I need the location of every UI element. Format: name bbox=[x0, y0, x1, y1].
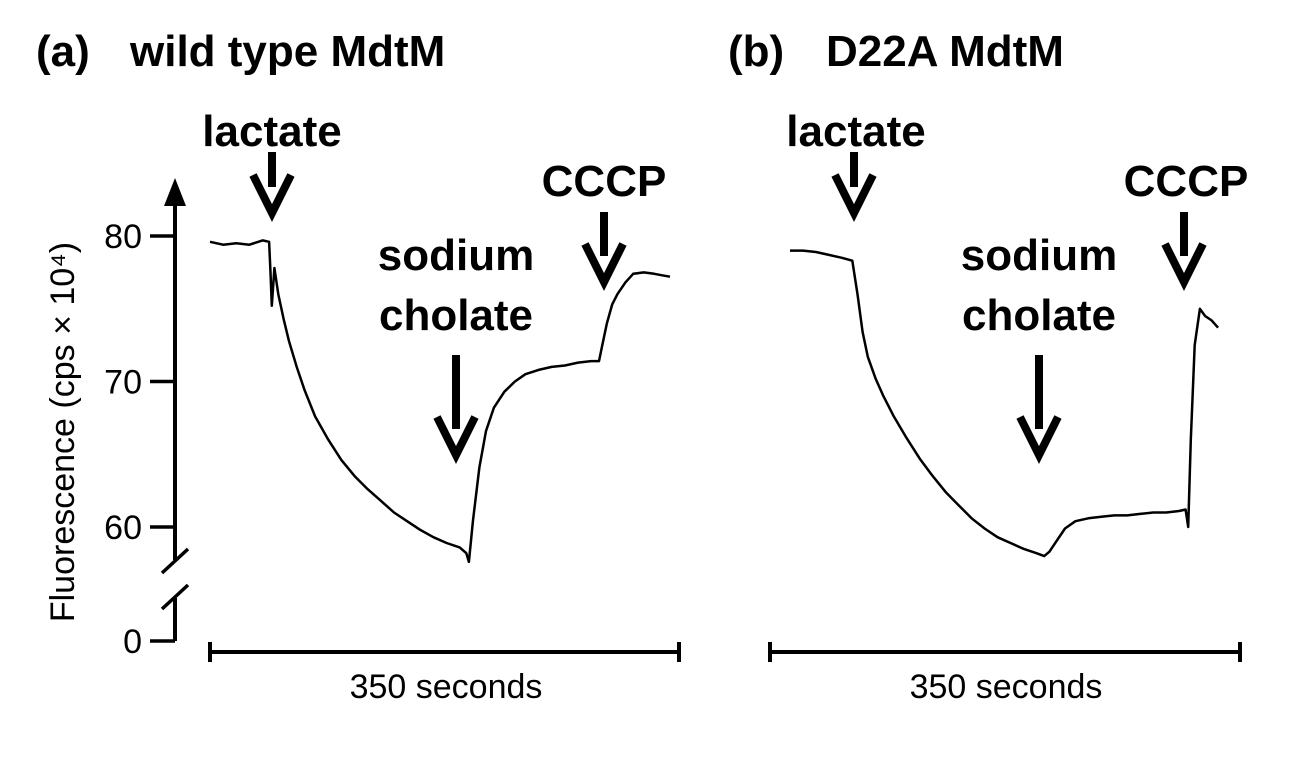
annotation-label: sodium bbox=[378, 231, 534, 280]
y-axis-label: Fluorescence (cps × 10⁴) bbox=[44, 242, 82, 622]
annotation-label: CCCP bbox=[1124, 157, 1249, 206]
annotation-label: lactate bbox=[202, 107, 341, 156]
down-arrow-icon bbox=[433, 415, 479, 464]
axis-break-mark-upper bbox=[160, 547, 190, 575]
y-tick-label: 0 bbox=[123, 623, 142, 661]
panel-b-label: (b) bbox=[728, 27, 784, 76]
y-tick-label: 60 bbox=[104, 509, 142, 547]
annotation-label: cholate bbox=[379, 291, 533, 340]
y-tick-label: 70 bbox=[104, 364, 142, 402]
y-axis-arrowhead-icon bbox=[164, 178, 186, 206]
y-tick-label: 80 bbox=[104, 218, 142, 256]
down-arrow-icon bbox=[581, 242, 627, 291]
axis-break-mark-lower bbox=[160, 583, 190, 611]
panel-a-title: wild type MdtM bbox=[129, 27, 445, 76]
panel-a-label: (a) bbox=[36, 27, 90, 76]
down-arrow-icon bbox=[1016, 415, 1062, 464]
y-axis: 80 70 60 0 Fluorescence (cps × 10⁴) bbox=[44, 178, 190, 661]
annotation-label: lactate bbox=[786, 107, 925, 156]
down-arrow-icon bbox=[249, 173, 295, 222]
annotation-label: CCCP bbox=[542, 157, 667, 206]
time-scale-label: 350 seconds bbox=[910, 668, 1103, 706]
fluorescence-trace bbox=[209, 239, 671, 564]
y-ticks: 80 70 60 0 bbox=[104, 218, 175, 661]
plot-panel-b: 350 seconds lactate sodium cholate CCCP bbox=[768, 107, 1249, 706]
fluorescence-trace bbox=[790, 249, 1220, 558]
down-arrow-icon bbox=[831, 173, 877, 222]
panel-b-title: D22A MdtM bbox=[826, 27, 1064, 76]
down-arrow-icon bbox=[1161, 242, 1207, 291]
plot-panel-a: 350 seconds lactate sodium cholate CCCP bbox=[202, 107, 681, 706]
annotation-label: cholate bbox=[962, 291, 1116, 340]
annotation-label: sodium bbox=[961, 231, 1117, 280]
time-scale-label: 350 seconds bbox=[350, 668, 543, 706]
